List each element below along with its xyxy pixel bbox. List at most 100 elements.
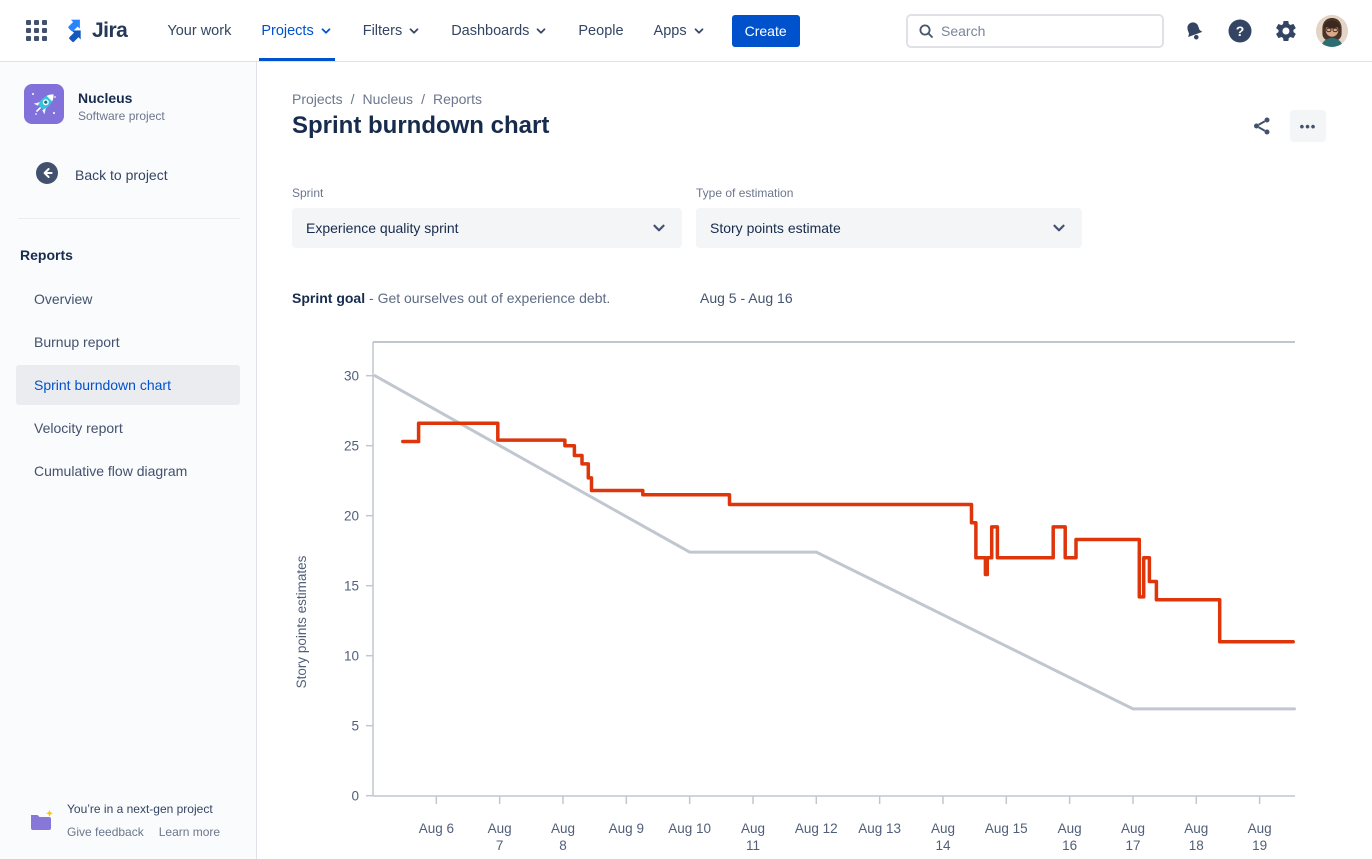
folder-icon: [30, 810, 54, 837]
sprint-goal-label: Sprint goal: [292, 290, 366, 306]
sprint-select[interactable]: Experience quality sprint: [292, 208, 682, 248]
app-switcher-button[interactable]: [20, 15, 52, 47]
svg-text:5: 5: [351, 719, 359, 734]
bell-icon: [1187, 21, 1203, 40]
page-title: Sprint burndown chart: [292, 112, 550, 139]
sidebar-item-overview[interactable]: Overview: [34, 291, 93, 307]
question-mark-glyph: ?: [1236, 23, 1245, 39]
svg-text:Aug 12: Aug 12: [795, 821, 838, 836]
burndown-chart: 0 5 10 15 20 25 30 Aug 6 Aug 7 Aug 8 Aug 9 Aug 10 Aug 1…: [294, 341, 1296, 853]
sidebar-footer: You’re in a next-gen project Give feedba…: [30, 801, 220, 839]
sidebar: Nucleus Software project Back to project…: [0, 62, 257, 859]
jira-logo-text: Jira: [92, 18, 128, 42]
svg-text:Aug 9: Aug 9: [609, 821, 644, 836]
jira-logo[interactable]: Jira: [62, 15, 128, 46]
create-button[interactable]: Create: [731, 14, 800, 47]
sprint-goal-text: - Get ourselves out of experience debt.: [369, 290, 611, 306]
app-grid-icon: [25, 20, 47, 41]
svg-text:20: 20: [344, 509, 359, 524]
chevron-down-icon: [1053, 224, 1065, 232]
reports-section-heading: Reports: [20, 247, 73, 263]
give-feedback-link[interactable]: Give feedback: [67, 825, 144, 839]
sprint-goal-row: Sprint goal - Get ourselves out of exper…: [292, 290, 1352, 306]
breadcrumb: Projects / Nucleus / Reports: [292, 91, 482, 107]
svg-text:0: 0: [351, 789, 359, 804]
svg-text:Aug 13: Aug 13: [858, 821, 901, 836]
notifications-button[interactable]: [1178, 15, 1210, 47]
svg-text:15: 15: [344, 579, 359, 594]
top-navbar: Jira Your work Projects Filters Dashboar…: [0, 0, 1372, 62]
sprint-select-value: Experience quality sprint: [306, 220, 459, 236]
share-icon: [1254, 117, 1270, 135]
primary-nav: Your work Projects Filters Dashboards Pe…: [155, 0, 717, 61]
project-type: Software project: [78, 109, 165, 123]
avatar[interactable]: [1316, 14, 1348, 47]
sidebar-divider: [18, 218, 240, 219]
chevron-down-icon: [321, 27, 331, 34]
breadcrumb-projects[interactable]: Projects: [292, 91, 343, 107]
sidebar-item-velocity-report[interactable]: Velocity report: [34, 420, 123, 436]
svg-text:Aug 15: Aug 15: [985, 821, 1028, 836]
sidebar-item-sprint-burndown-chart[interactable]: Sprint burndown chart: [16, 365, 240, 405]
filters-row: Sprint Experience quality sprint Type of…: [292, 186, 1082, 248]
svg-text:Aug 6: Aug 6: [419, 821, 454, 836]
share-button[interactable]: [1250, 114, 1274, 138]
svg-text:30: 30: [344, 369, 359, 384]
back-to-project-button[interactable]: Back to project: [35, 161, 168, 188]
help-icon: ?: [1228, 19, 1252, 42]
svg-text:Story points estimates: Story points estimates: [294, 555, 309, 688]
chevron-down-icon: [409, 27, 419, 34]
active-tab-underline: [259, 58, 335, 61]
nav-item-projects[interactable]: Projects: [249, 0, 344, 61]
estimation-filter-label: Type of estimation: [696, 186, 794, 200]
nav-item-apps[interactable]: Apps: [642, 0, 718, 61]
nav-item-filters[interactable]: Filters: [351, 0, 433, 61]
sidebar-item-burnup-report[interactable]: Burnup report: [34, 334, 120, 350]
breadcrumb-separator: /: [421, 91, 425, 107]
back-to-project-label: Back to project: [75, 166, 168, 183]
project-header: Nucleus Software project: [0, 62, 256, 129]
chevron-down-icon: [653, 224, 665, 232]
nav-item-people[interactable]: People: [566, 0, 635, 61]
svg-text:10: 10: [344, 649, 359, 664]
learn-more-link[interactable]: Learn more: [158, 825, 221, 839]
search-icon: [919, 24, 933, 38]
breadcrumb-reports[interactable]: Reports: [432, 91, 482, 107]
reports-nav-list: Overview Burnup report Sprint burndown c…: [0, 279, 256, 491]
help-button[interactable]: ?: [1224, 15, 1256, 47]
estimation-select-value: Story points estimate: [710, 220, 841, 236]
back-arrow-icon: [35, 161, 59, 188]
sprint-date-range: Aug 5 - Aug 16: [700, 290, 793, 306]
breadcrumb-nucleus[interactable]: Nucleus: [362, 91, 414, 107]
project-rocket-icon: [24, 84, 64, 129]
svg-text:Aug 10: Aug 10: [668, 821, 711, 836]
user-photo: [1316, 14, 1348, 47]
search-box: [906, 13, 1164, 48]
settings-button[interactable]: [1270, 15, 1302, 47]
sprint-filter-label: Sprint: [292, 186, 324, 200]
main-content: Projects / Nucleus / Reports Sprint burn…: [257, 62, 1372, 859]
gear-icon: [1276, 20, 1296, 41]
breadcrumb-separator: /: [350, 91, 355, 107]
estimation-select[interactable]: Story points estimate: [696, 208, 1082, 248]
sidebar-item-cumulative-flow-diagram[interactable]: Cumulative flow diagram: [34, 463, 188, 479]
more-actions-button[interactable]: •••: [1290, 110, 1326, 142]
jira-logo-icon: [62, 15, 90, 46]
page-actions: •••: [1250, 110, 1326, 142]
nav-item-your-work[interactable]: Your work: [155, 0, 243, 61]
project-name: Nucleus: [78, 90, 133, 106]
search-input[interactable]: [941, 22, 1152, 39]
svg-text:25: 25: [344, 439, 359, 454]
nav-item-dashboards[interactable]: Dashboards: [439, 0, 560, 61]
chevron-down-icon: [537, 27, 546, 34]
chevron-down-icon: [694, 27, 703, 34]
next-gen-message: You’re in a next-gen project: [67, 802, 213, 816]
